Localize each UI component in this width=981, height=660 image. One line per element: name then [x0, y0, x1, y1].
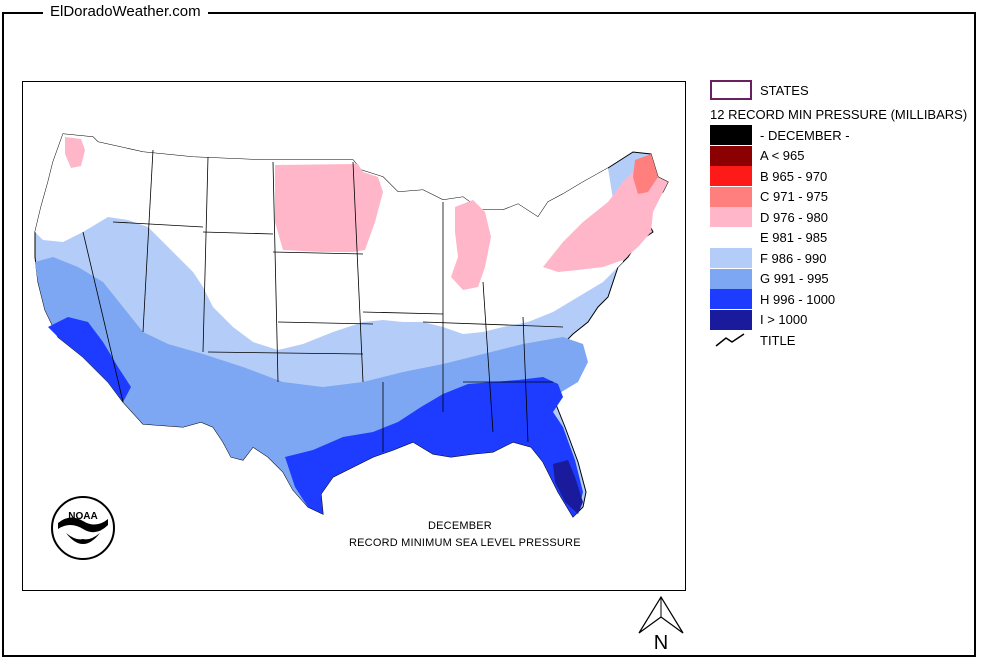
legend-item: E 981 - 985 [710, 227, 828, 248]
zone-i-florida [553, 460, 583, 514]
legend-item: B 965 - 970 [710, 166, 827, 186]
legend-swatch [710, 145, 752, 166]
us-pressure-map [34, 133, 669, 518]
caption-description: RECORD MINIMUM SEA LEVEL PRESSURE [349, 537, 581, 549]
legend-swatch [710, 309, 752, 330]
legend-swatch [710, 125, 752, 145]
zone-h-california [48, 317, 131, 402]
zone-c-maine [633, 154, 658, 194]
legend-item: G 991 - 995 [710, 268, 829, 289]
legend-item-label: B 965 - 970 [760, 168, 828, 184]
legend-item-label: C 971 - 975 [760, 189, 828, 204]
legend-item: I > 1000 [710, 309, 808, 330]
legend-item: C 971 - 975 [710, 186, 828, 207]
legend-item-label: A < 965 [760, 148, 805, 163]
legend-item-label: - DECEMBER - [760, 127, 850, 143]
legend-states-swatch [710, 80, 752, 100]
legend-item: F 986 - 990 [710, 248, 827, 268]
legend-swatch [710, 166, 752, 186]
legend-layer-title-row: 12 RECORD MIN PRESSURE (MILLIBARS) [710, 104, 967, 124]
legend-item-label: G 991 - 995 [760, 271, 829, 286]
legend-swatch [710, 289, 752, 309]
legend-item-label: I > 1000 [760, 312, 808, 327]
legend-item-label: F 986 - 990 [760, 250, 827, 266]
line-icon [715, 333, 745, 347]
site-title[interactable]: ElDoradoWeather.com [43, 3, 208, 20]
legend-title-entry: TITLE [710, 330, 795, 350]
legend-item-label: D 976 - 980 [760, 209, 828, 225]
map-frame: DECEMBER RECORD MINIMUM SEA LEVEL PRESSU… [22, 81, 686, 591]
north-label: N [654, 632, 668, 653]
noaa-logo-text: NOAA [68, 511, 97, 522]
legend-item-label: E 981 - 985 [760, 230, 828, 245]
legend-item: A < 965 [710, 145, 805, 166]
map-legend: STATES 12 RECORD MIN PRESSURE (MILLIBARS… [710, 80, 981, 360]
legend-swatch [710, 248, 752, 268]
legend-states-entry: STATES [710, 80, 809, 100]
legend-swatch [710, 186, 752, 207]
legend-swatch [710, 268, 752, 289]
zone-d-washington [65, 137, 85, 168]
zone-d-michigan [451, 200, 491, 290]
legend-swatch [710, 227, 752, 248]
legend-title-label: TITLE [760, 332, 796, 348]
zone-d-dakotas [275, 164, 383, 252]
outer-frame [2, 12, 976, 657]
noaa-logo: NOAA [51, 496, 115, 560]
legend-states-label: STATES [760, 82, 809, 98]
legend-item: D 976 - 980 [710, 207, 828, 227]
state-lines [82, 149, 564, 452]
legend-layer-title: 12 RECORD MIN PRESSURE (MILLIBARS) [710, 106, 968, 122]
legend-item: - DECEMBER - [710, 125, 850, 145]
legend-item-label: H 996 - 1000 [760, 291, 836, 307]
legend-item: H 996 - 1000 [710, 289, 835, 309]
caption-month: DECEMBER [428, 520, 492, 532]
zone-h-gulf [285, 377, 583, 517]
legend-swatch [710, 207, 752, 227]
north-arrow-icon: N [638, 595, 684, 653]
